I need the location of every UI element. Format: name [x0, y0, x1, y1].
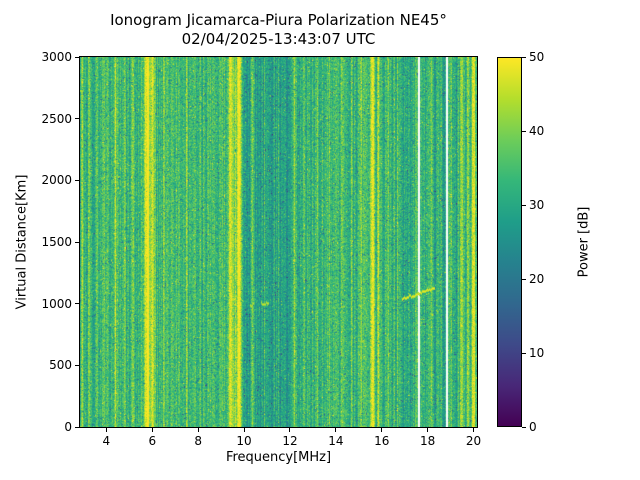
y-tick-label: 1500 [41, 235, 72, 249]
x-tick-mark [427, 428, 429, 432]
colorbar-tick-mark [522, 130, 526, 132]
colorbar-tick-label: 0 [529, 420, 537, 434]
x-tick-label: 16 [374, 434, 390, 448]
colorbar-tick-mark [522, 278, 526, 280]
chart-title: Ionogram Jicamarca-Piura Polarization NE… [110, 11, 447, 29]
ionogram-heatmap [80, 57, 477, 427]
colorbar-tick-mark [522, 352, 526, 354]
colorbar [497, 57, 522, 427]
y-tick-label: 500 [49, 358, 72, 373]
x-tick-label: 10 [236, 434, 252, 448]
colorbar-tick-label: 20 [529, 272, 545, 286]
y-axis-label: Virtual Distance[Km] [14, 174, 30, 310]
y-tick-label: 1000 [41, 296, 72, 311]
y-tick-label: 0 [64, 420, 72, 434]
colorbar-tick-label: 10 [529, 346, 545, 360]
colorbar-tick-label: 50 [529, 50, 545, 64]
chart-subtitle: 02/04/2025-13:43:07 UTC [181, 30, 376, 48]
x-tick-label: 4 [102, 434, 111, 448]
colorbar-tick-label: 40 [529, 124, 545, 138]
x-tick-label: 14 [328, 434, 344, 448]
x-tick-mark [335, 428, 337, 432]
y-tick-label: 3000 [41, 50, 72, 64]
x-tick-label: 20 [465, 434, 482, 448]
x-tick-mark [243, 428, 245, 432]
y-tick-label: 2000 [41, 173, 72, 188]
colorbar-label: Power [dB] [576, 206, 592, 278]
x-tick-label: 18 [420, 434, 436, 448]
x-tick-mark [381, 428, 383, 432]
x-tick-mark [105, 428, 107, 432]
x-tick-mark [289, 428, 291, 432]
plot-area [79, 56, 478, 428]
x-axis-label: Frequency[MHz] [225, 450, 332, 465]
x-tick-mark [151, 428, 153, 432]
x-tick-mark [197, 428, 199, 432]
y-tick-label: 2500 [41, 111, 72, 126]
colorbar-tick-label: 30 [529, 198, 545, 212]
x-tick-mark [473, 428, 475, 432]
colorbar-tick-mark [522, 204, 526, 206]
x-tick-label: 12 [282, 434, 298, 448]
x-tick-label: 8 [194, 434, 202, 448]
colorbar-tick-mark [522, 426, 526, 428]
x-tick-label: 6 [148, 434, 157, 448]
colorbar-tick-mark [522, 56, 526, 58]
